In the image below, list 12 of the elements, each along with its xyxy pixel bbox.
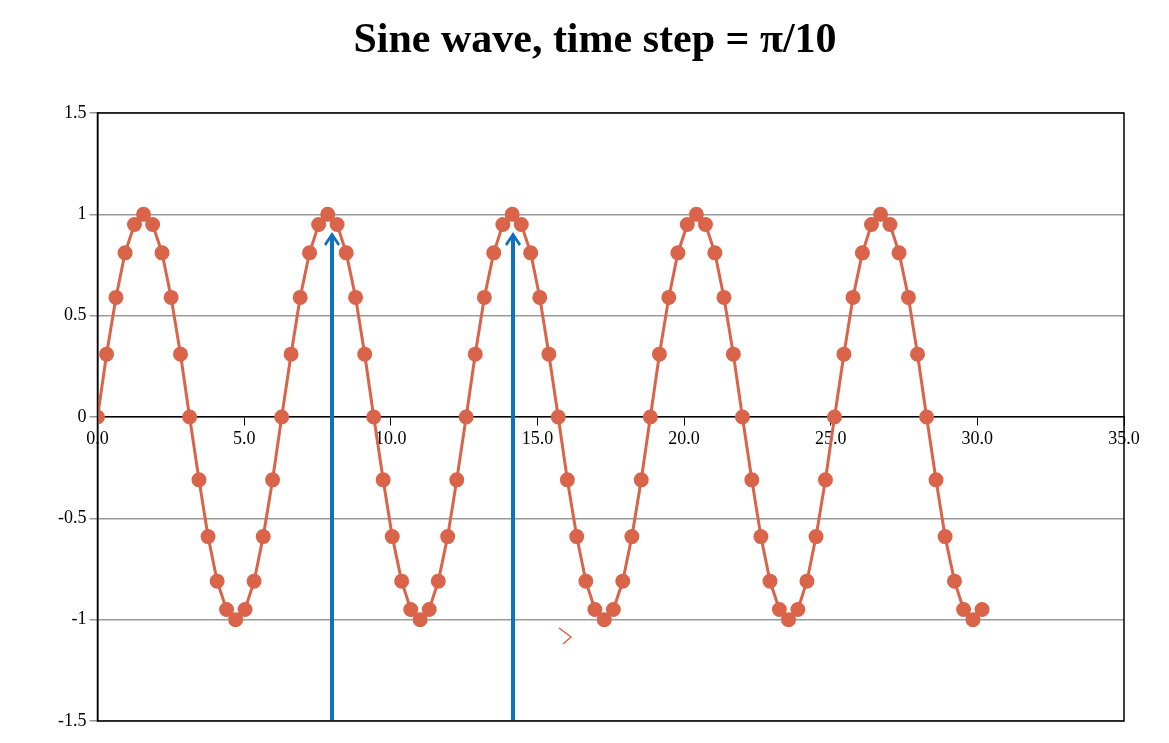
y-tick-label: 0 bbox=[77, 405, 87, 426]
y-tick-label: 0.5 bbox=[63, 304, 87, 325]
x-tick-label: 30.0 bbox=[961, 427, 994, 448]
y-tick-label: -1 bbox=[71, 608, 87, 629]
y-tick-label: 1 bbox=[77, 203, 87, 224]
chart-title: Sine wave, time step = π/10 bbox=[352, 14, 838, 62]
y-tick-label: -0.5 bbox=[57, 507, 87, 528]
x-tick-label: 15.0 bbox=[521, 427, 554, 448]
x-tick-label: 20.0 bbox=[668, 427, 700, 448]
x-tick-label: 5.0 bbox=[232, 427, 256, 448]
y-tick-label: 1.5 bbox=[63, 101, 87, 122]
y-tick-label: -1.5 bbox=[57, 709, 87, 730]
